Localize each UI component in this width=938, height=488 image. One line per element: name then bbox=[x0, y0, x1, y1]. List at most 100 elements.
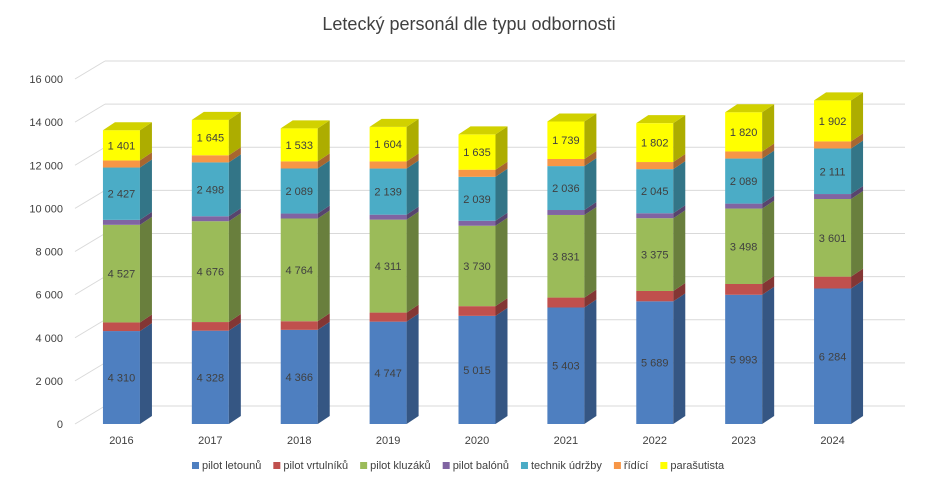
x-tick-label: 2022 bbox=[643, 435, 667, 447]
bar-side bbox=[673, 161, 686, 214]
gridline-diagonal bbox=[74, 405, 106, 425]
data-label: 1 533 bbox=[285, 140, 313, 152]
data-label: 4 676 bbox=[197, 267, 225, 279]
bar-top bbox=[102, 122, 152, 131]
bar-segment bbox=[280, 218, 318, 322]
data-label: 4 311 bbox=[375, 261, 402, 273]
bar-segment bbox=[102, 130, 140, 161]
gridline-diagonal bbox=[74, 146, 106, 166]
x-tick-label: 2018 bbox=[287, 435, 311, 447]
bar-top bbox=[547, 113, 597, 122]
bar-side bbox=[673, 154, 686, 170]
bar-segment bbox=[369, 214, 407, 220]
bar-segment bbox=[369, 321, 407, 424]
bar-side bbox=[673, 115, 686, 163]
bar-segment bbox=[280, 321, 318, 330]
bar-segment bbox=[725, 294, 763, 424]
bar-top bbox=[636, 115, 686, 124]
bar-side bbox=[228, 213, 241, 323]
gridline-diagonal bbox=[74, 103, 106, 123]
bar-side bbox=[851, 268, 864, 289]
bar-side bbox=[584, 202, 597, 215]
bar-side bbox=[584, 299, 597, 424]
bar-segment bbox=[725, 112, 763, 152]
data-label: 1 739 bbox=[552, 135, 580, 147]
bar-segment bbox=[369, 168, 407, 215]
bar-segment bbox=[280, 168, 318, 214]
bar-top bbox=[280, 120, 330, 129]
bar-side bbox=[139, 159, 152, 220]
data-label: 4 366 bbox=[285, 372, 313, 384]
legend-label: pilot vrtulníků bbox=[283, 460, 348, 472]
bar-segment bbox=[191, 330, 229, 424]
bar-side bbox=[762, 195, 775, 209]
y-tick-label: 6 000 bbox=[35, 290, 63, 302]
legend-swatch bbox=[360, 462, 368, 469]
bar-segment bbox=[191, 221, 229, 323]
bar-side bbox=[495, 217, 508, 307]
data-label: 3 601 bbox=[819, 233, 847, 245]
bar-segment bbox=[547, 210, 585, 215]
bar-segment bbox=[814, 288, 852, 424]
bar-segment bbox=[547, 158, 585, 167]
bar-side bbox=[406, 118, 419, 162]
bar-segment bbox=[458, 176, 496, 221]
bar-segment bbox=[547, 214, 585, 298]
gridline-diagonal bbox=[74, 319, 106, 339]
bar-segment bbox=[636, 169, 674, 214]
data-label: 3 730 bbox=[463, 261, 491, 273]
bar-side bbox=[673, 205, 686, 219]
bar-side bbox=[228, 111, 241, 156]
bar-side bbox=[406, 313, 419, 424]
data-label: 1 820 bbox=[730, 127, 758, 139]
bar-side bbox=[139, 122, 152, 161]
data-label: 4 764 bbox=[285, 265, 313, 277]
bar-segment bbox=[458, 134, 496, 170]
bar-segment bbox=[369, 312, 407, 322]
bar-segment bbox=[102, 331, 140, 424]
legend-label: pilot kluzáků bbox=[370, 460, 431, 472]
data-label: 5 015 bbox=[463, 365, 491, 377]
bar-side bbox=[495, 126, 508, 170]
bar-side bbox=[317, 120, 330, 162]
bar-segment bbox=[102, 322, 140, 332]
data-label: 2 111 bbox=[820, 166, 846, 178]
bar-side bbox=[139, 211, 152, 225]
data-label: 2 036 bbox=[552, 183, 580, 195]
bar-segment bbox=[636, 218, 674, 291]
bar-side bbox=[495, 212, 508, 226]
y-tick-label: 0 bbox=[57, 419, 63, 431]
legend-label: pilot balónů bbox=[453, 460, 509, 472]
bar-side bbox=[673, 210, 686, 291]
bar-side bbox=[406, 160, 419, 215]
gridline-diagonal bbox=[74, 276, 106, 296]
data-label: 4 328 bbox=[197, 372, 225, 384]
data-label: 3 375 bbox=[641, 250, 669, 262]
legend-swatch bbox=[442, 462, 450, 469]
data-label: 1 635 bbox=[463, 147, 491, 159]
bar-side bbox=[762, 275, 775, 295]
bar-side bbox=[317, 205, 330, 219]
bar-top bbox=[369, 118, 419, 127]
bar-segment bbox=[280, 128, 318, 162]
data-label: 4 527 bbox=[108, 269, 136, 281]
data-label: 2 039 bbox=[463, 194, 491, 206]
bar-side bbox=[406, 304, 419, 322]
bar-side bbox=[584, 206, 597, 298]
legend-label: pilot letounů bbox=[202, 460, 261, 472]
bar-side bbox=[495, 307, 508, 424]
bar-segment bbox=[547, 121, 585, 159]
bar-segment bbox=[191, 216, 229, 222]
bar-side bbox=[317, 153, 330, 169]
bar-side bbox=[762, 200, 775, 284]
bar-segment bbox=[547, 166, 585, 211]
bar-segment bbox=[814, 148, 852, 195]
bar-side bbox=[228, 147, 241, 163]
data-label: 2 498 bbox=[197, 184, 225, 196]
data-label: 4 310 bbox=[108, 373, 136, 385]
bar-segment bbox=[458, 306, 496, 316]
bar-side bbox=[495, 161, 508, 177]
data-label: 3 831 bbox=[552, 251, 580, 263]
